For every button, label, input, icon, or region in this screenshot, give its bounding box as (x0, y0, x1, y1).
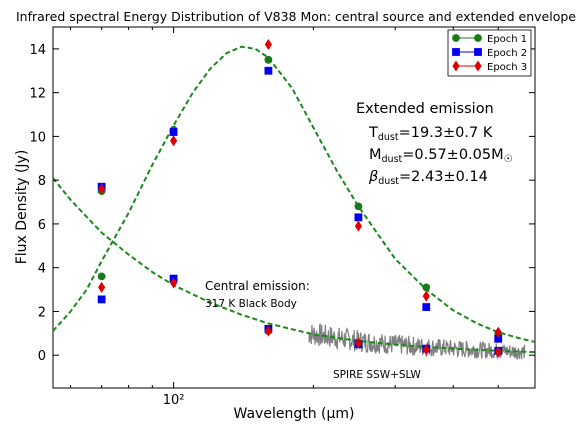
data-point (98, 183, 106, 195)
data-point (354, 337, 363, 349)
spire-spectrum-line (307, 322, 526, 360)
legend-marker (474, 60, 482, 72)
legend-label: Epoch 2 (487, 48, 527, 59)
y-tick-label: 12 (29, 87, 46, 102)
data-point (422, 283, 431, 292)
data-point (264, 55, 273, 64)
x-tick-label: 10² (163, 393, 185, 408)
beta-dust-label: βdust=2.43±0.14 (368, 169, 488, 187)
plot-area (52, 26, 536, 389)
extended-heading: Extended emission (356, 101, 494, 117)
legend-marker (452, 34, 460, 42)
y-axis-label: Flux Density (Jy) (14, 150, 30, 265)
legend-marker (452, 60, 460, 72)
y-tick-label: 14 (29, 43, 46, 58)
data-point (354, 213, 363, 222)
y-tick-label: 2 (38, 305, 46, 320)
data-point (264, 66, 273, 75)
m-dust-label: Mdust=0.57±0.05M☉ (369, 147, 513, 165)
legend-marker (474, 34, 482, 42)
y-tick-label: 6 (38, 218, 46, 233)
data-point (97, 272, 106, 281)
data-point (264, 325, 272, 337)
axes: 0 2 4 6 8 10 12 14 10² (29, 27, 535, 408)
data-point (354, 202, 363, 211)
chart-title: Infrared spectral Energy Distribution of… (16, 9, 576, 24)
data-point (169, 277, 178, 289)
y-tick-label: 10 (29, 130, 46, 145)
legend-entry: Epoch 3 (452, 60, 527, 73)
data-point (169, 135, 178, 147)
data-point (494, 346, 502, 358)
data-point (494, 326, 502, 338)
legend-label: Epoch 1 (487, 34, 527, 45)
t-dust-label: Tdust=19.3±0.7 K (368, 125, 493, 143)
extended-emission-annotation: Extended emission Tdust=19.3±0.7 K Mdust… (356, 101, 513, 187)
x-axis-label: Wavelength (μm) (234, 406, 355, 422)
model-curves (52, 45, 536, 354)
extended-emission-fit (52, 45, 536, 344)
plot-frame (52, 26, 536, 389)
legend-label: Epoch 3 (487, 62, 527, 73)
legend-entry: Epoch 2 (452, 48, 527, 59)
y-tick-label: 4 (38, 262, 46, 277)
legend-marker (474, 48, 482, 56)
data-point (264, 38, 272, 51)
data-point (422, 303, 431, 311)
central-emission-annotation: Central emission: 317 K Black Body (205, 279, 310, 310)
spire-label: SPIRE SSW+SLW (333, 369, 421, 381)
y-tick-label: 0 (38, 349, 46, 364)
spire-spectrum (307, 322, 526, 360)
data-point (97, 295, 106, 304)
legend-entry: Epoch 1 (452, 34, 527, 45)
legend-marker (452, 48, 460, 56)
data-markers (97, 38, 503, 358)
data-point (422, 290, 430, 302)
data-point (169, 128, 178, 136)
data-point (354, 220, 363, 232)
central-emission-fit (52, 177, 536, 354)
central-subtitle: 317 K Black Body (205, 298, 297, 310)
legend: Epoch 1 Epoch 2 Epoch 3 (447, 29, 532, 77)
central-heading: Central emission: (205, 279, 310, 293)
data-point (98, 281, 106, 293)
y-tick-label: 8 (38, 174, 46, 189)
data-point (422, 344, 430, 356)
